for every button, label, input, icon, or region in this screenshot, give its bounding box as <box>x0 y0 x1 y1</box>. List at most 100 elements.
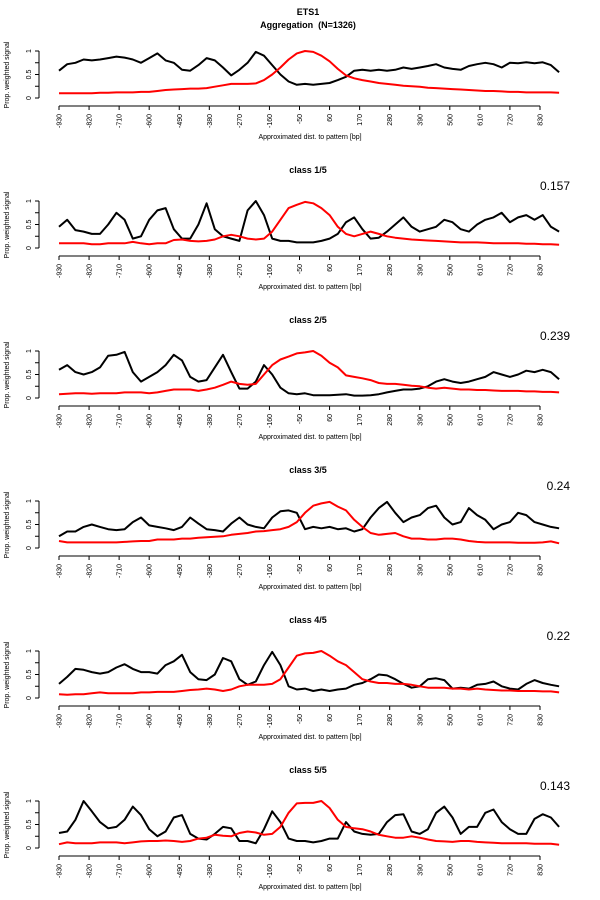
x-tick-label: -270 <box>237 864 244 878</box>
y-tick-label: 0 <box>26 546 33 550</box>
x-tick-label: 500 <box>447 264 454 276</box>
panel-0: ETS1 Aggregation (N=1326) 0 0.5 1 Prop. weigh… <box>4 7 560 141</box>
y-tick-label: 0.5 <box>26 70 33 80</box>
x-tick-label: -930 <box>57 564 64 578</box>
y-axis-label: Prop. weighted signal <box>4 491 11 558</box>
x-tick-label: -820 <box>87 114 94 128</box>
series-line-signal <box>58 500 560 538</box>
y-tick-label: 0.5 <box>26 520 33 530</box>
x-tick-label: -490 <box>177 264 184 278</box>
x-axis-label: Approximated dist. to pattern [bp] <box>258 584 361 591</box>
x-tick-label: 170 <box>357 264 364 276</box>
y-axis-label: Prop. weighted signal <box>4 791 11 858</box>
x-axis-label: Approximated dist. to pattern [bp] <box>258 734 361 741</box>
y-tick-label: 0.5 <box>26 220 33 230</box>
class-fraction-label: 0.239 <box>540 329 570 343</box>
panel-title: class 1/5 <box>289 165 327 175</box>
y-tick-label: 1 <box>26 199 33 203</box>
x-tick-label: 390 <box>417 864 424 876</box>
x-tick-label: 280 <box>387 864 394 876</box>
x-tick-label: -270 <box>237 564 244 578</box>
x-tick-label: 170 <box>357 114 364 126</box>
x-tick-label: 720 <box>507 264 514 276</box>
y-tick-label: 0 <box>26 96 33 100</box>
y-tick-label: 0.5 <box>26 820 33 830</box>
x-tick-label: -490 <box>177 114 184 128</box>
x-tick-label: 830 <box>538 264 545 276</box>
series-line-signal <box>58 800 560 845</box>
y-axis-label: Prop. weighted signal <box>4 41 11 108</box>
x-tick-label: 830 <box>538 114 545 126</box>
x-tick-label: 60 <box>327 264 334 272</box>
x-tick-label: 60 <box>327 114 334 122</box>
x-tick-label: -710 <box>117 714 124 728</box>
panel-title: class 5/5 <box>289 765 327 775</box>
x-tick-label: 830 <box>538 864 545 876</box>
series-line-signal <box>58 50 560 86</box>
panel-title: class 4/5 <box>289 615 327 625</box>
x-tick-label: 280 <box>387 114 394 126</box>
panel-title: class 3/5 <box>289 465 327 475</box>
x-tick-label: -270 <box>237 714 244 728</box>
x-axis-label: Approximated dist. to pattern [bp] <box>258 134 361 141</box>
y-tick-label: 1 <box>26 49 33 53</box>
x-tick-label: -820 <box>87 414 94 428</box>
panel-title: class 2/5 <box>289 315 327 325</box>
x-tick-label: 60 <box>327 414 334 422</box>
x-tick-label: -380 <box>207 114 214 128</box>
x-tick-label: -930 <box>57 264 64 278</box>
x-tick-label: -600 <box>147 714 154 728</box>
x-tick-label: -380 <box>207 414 214 428</box>
x-tick-label: 390 <box>417 264 424 276</box>
x-axis-label: Approximated dist. to pattern [bp] <box>258 884 361 891</box>
series-line-signal <box>58 200 560 244</box>
y-tick-label: 0 <box>26 846 33 850</box>
x-tick-label: -160 <box>267 564 274 578</box>
chart-title: ETS1 <box>297 7 320 17</box>
x-tick-label: 170 <box>357 414 364 426</box>
y-tick-label: 0.5 <box>26 370 33 380</box>
x-tick-label: 390 <box>417 564 424 576</box>
x-tick-label: -270 <box>237 264 244 278</box>
x-tick-label: -930 <box>57 714 64 728</box>
x-tick-label: -600 <box>147 864 154 878</box>
x-tick-label: 830 <box>538 714 545 726</box>
panel-5: class 5/5 0.143 0 0.5 1 Prop. weighted signal… <box>4 765 570 891</box>
x-tick-label: -270 <box>237 414 244 428</box>
x-tick-label: 280 <box>387 264 394 276</box>
x-tick-label: -600 <box>147 564 154 578</box>
x-tick-label: 500 <box>447 414 454 426</box>
x-tick-label: 500 <box>447 564 454 576</box>
x-tick-label: 170 <box>357 564 364 576</box>
series-line-pattern <box>58 800 560 846</box>
x-tick-label: -380 <box>207 864 214 878</box>
x-tick-label: -710 <box>117 264 124 278</box>
class-fraction-label: 0.157 <box>540 179 570 193</box>
panel-3: class 3/5 0.24 0 0.5 1 Prop. weighted signal -… <box>4 465 570 591</box>
x-tick-label: -380 <box>207 264 214 278</box>
x-tick-label: 500 <box>447 714 454 726</box>
series-line-pattern <box>58 350 560 396</box>
y-axis-label: Prop. weighted signal <box>4 191 11 258</box>
x-tick-label: -50 <box>297 264 304 274</box>
y-axis-label: Prop. weighted signal <box>4 641 11 708</box>
x-tick-label: -160 <box>267 264 274 278</box>
x-tick-label: -160 <box>267 414 274 428</box>
x-tick-label: 610 <box>477 414 484 426</box>
x-tick-label: -930 <box>57 414 64 428</box>
x-tick-label: 170 <box>357 714 364 726</box>
y-tick-label: 0 <box>26 246 33 250</box>
x-tick-label: -820 <box>87 564 94 578</box>
y-axis-label: Prop. weighted signal <box>4 341 11 408</box>
x-tick-label: -490 <box>177 414 184 428</box>
x-tick-label: 720 <box>507 564 514 576</box>
x-tick-label: -160 <box>267 114 274 128</box>
x-tick-label: 720 <box>507 864 514 876</box>
x-tick-label: -490 <box>177 714 184 728</box>
x-tick-label: -820 <box>87 714 94 728</box>
x-tick-label: -50 <box>297 714 304 724</box>
x-tick-label: 280 <box>387 564 394 576</box>
y-tick-label: 0 <box>26 696 33 700</box>
series-line-signal <box>58 650 560 692</box>
